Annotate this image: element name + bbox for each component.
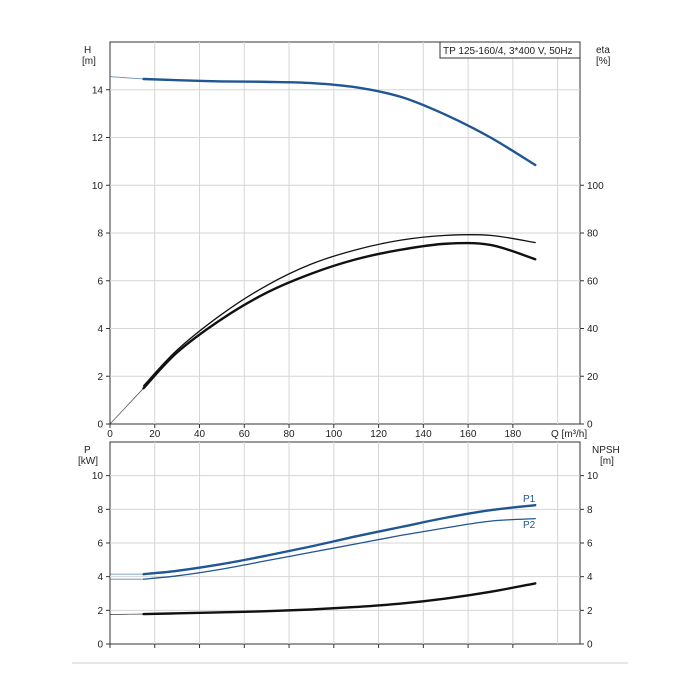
left-tick-label: 2 [97,372,103,383]
right-tick-label: 2 [587,606,593,617]
bottom-grid [110,442,580,644]
left-tick-label: 4 [97,324,103,335]
head-curve [142,77,537,167]
left-tick-label: 6 [97,276,103,287]
x-tick-label: 60 [239,429,251,440]
eta-axis-unit: [%] [596,56,611,67]
right-tick-label: 6 [587,539,593,550]
title-text: TP 125-160/4, 3*400 V, 50Hz [443,46,573,57]
left-tick-label: 8 [97,505,103,516]
x-tick-label: 0 [107,429,113,440]
h-axis-label: H [84,45,91,56]
p-axis-unit: [kW] [78,456,98,467]
p2-curve [142,517,536,580]
x-tick-label: 20 [149,429,161,440]
left-tick-label: 0 [97,640,103,651]
eta-axis-label: eta [596,45,610,56]
right-tick-label: 40 [587,324,599,335]
curve-extension [109,76,144,80]
x-tick-label: 120 [370,429,387,440]
curve-extension [109,613,144,615]
right-tick-label: 60 [587,276,599,287]
p1-label: P1 [523,494,536,505]
top-grid [110,42,580,424]
left-tick-label: 10 [92,471,104,482]
title-box [439,41,581,59]
right-tick-label: 8 [587,505,593,516]
left-tick-label: 6 [97,539,103,550]
x-tick-label: 40 [194,429,206,440]
x-tick-label: 140 [415,429,432,440]
right-tick-label: 10 [587,471,599,482]
right-tick-label: 4 [587,572,593,583]
efficiency-curve-2 [142,233,536,387]
npsh-axis-unit: [m] [600,456,614,467]
npsh-axis-label: NPSH [592,445,620,456]
npsh-curve [142,582,537,616]
right-tick-label: 100 [587,181,604,192]
left-tick-label: 10 [92,181,104,192]
right-tick-label: 0 [587,640,593,651]
p2-label: P2 [523,520,536,531]
bottom-ticks: 0 2 4 6 8 10 0 2 4 6 8 10 [92,471,599,650]
left-tick-label: 0 [97,420,103,431]
curve-extension [109,387,144,425]
left-tick-label: 12 [92,133,104,144]
left-tick-label: 4 [97,572,103,583]
left-tick-label: 14 [92,85,104,96]
q-axis-label: Q [m³/h] [551,429,587,440]
right-tick-label: 0 [587,420,593,431]
top-curves [109,76,537,425]
bottom-curves [109,503,537,616]
x-tick-label: 100 [325,429,342,440]
p1-curve [142,503,537,576]
left-tick-label: 2 [97,606,103,617]
h-axis-unit: [m] [82,56,96,67]
x-tick-label: 160 [460,429,477,440]
right-tick-label: 80 [587,229,599,240]
x-tick-label: 180 [505,429,522,440]
x-tick-label: 80 [283,429,295,440]
efficiency-curve [142,241,537,390]
right-tick-label: 20 [587,372,599,383]
left-tick-label: 8 [97,229,103,240]
p-axis-label: P [84,445,91,456]
